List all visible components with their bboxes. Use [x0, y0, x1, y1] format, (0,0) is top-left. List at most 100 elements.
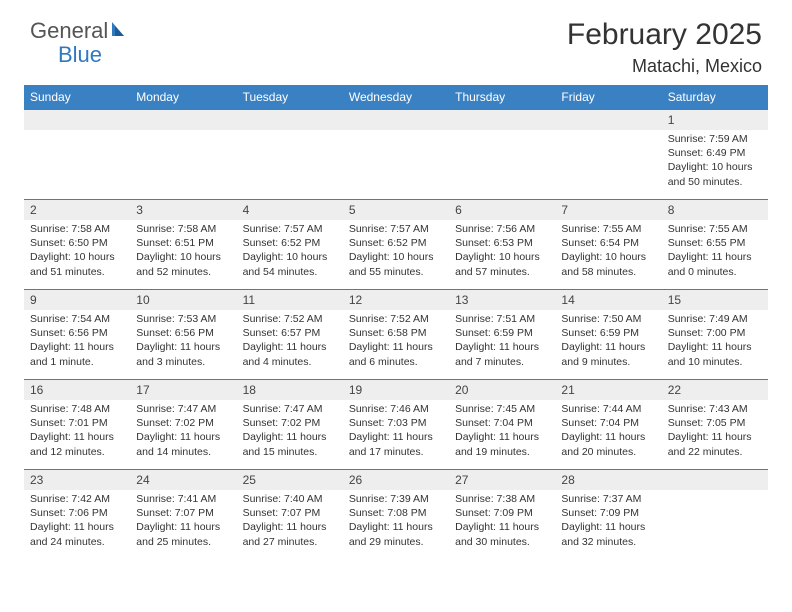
day-details: Sunrise: 7:48 AMSunset: 7:01 PMDaylight:… [24, 400, 130, 465]
calendar-day-cell: 10Sunrise: 7:53 AMSunset: 6:56 PMDayligh… [130, 290, 236, 380]
sunrise-text: Sunrise: 7:55 AM [561, 222, 655, 236]
sunset-text: Sunset: 6:58 PM [349, 326, 443, 340]
day-number: 9 [24, 290, 130, 310]
calendar-day-cell [24, 110, 130, 200]
calendar-day-cell: 27Sunrise: 7:38 AMSunset: 7:09 PMDayligh… [449, 470, 555, 560]
sunrise-text: Sunrise: 7:59 AM [668, 132, 762, 146]
sunrise-text: Sunrise: 7:58 AM [136, 222, 230, 236]
calendar-day-cell: 5Sunrise: 7:57 AMSunset: 6:52 PMDaylight… [343, 200, 449, 290]
calendar-day-cell: 23Sunrise: 7:42 AMSunset: 7:06 PMDayligh… [24, 470, 130, 560]
sunset-text: Sunset: 7:05 PM [668, 416, 762, 430]
sunset-text: Sunset: 7:03 PM [349, 416, 443, 430]
weekday-header: Tuesday [237, 85, 343, 110]
brand-logo: General [30, 18, 132, 44]
daylight-text: Daylight: 11 hours and 14 minutes. [136, 430, 230, 458]
day-details: Sunrise: 7:55 AMSunset: 6:55 PMDaylight:… [662, 220, 768, 285]
day-details: Sunrise: 7:46 AMSunset: 7:03 PMDaylight:… [343, 400, 449, 465]
day-details: Sunrise: 7:43 AMSunset: 7:05 PMDaylight:… [662, 400, 768, 465]
calendar-table: Sunday Monday Tuesday Wednesday Thursday… [24, 85, 768, 560]
sunrise-text: Sunrise: 7:55 AM [668, 222, 762, 236]
sunrise-text: Sunrise: 7:47 AM [243, 402, 337, 416]
sunset-text: Sunset: 6:50 PM [30, 236, 124, 250]
day-details: Sunrise: 7:59 AMSunset: 6:49 PMDaylight:… [662, 130, 768, 195]
logo-text-general: General [30, 18, 108, 44]
location-subtitle: Matachi, Mexico [567, 56, 762, 77]
day-number: 1 [662, 110, 768, 130]
empty-daynum [555, 110, 661, 130]
sunset-text: Sunset: 7:00 PM [668, 326, 762, 340]
sunrise-text: Sunrise: 7:41 AM [136, 492, 230, 506]
sunset-text: Sunset: 6:52 PM [243, 236, 337, 250]
sunset-text: Sunset: 6:55 PM [668, 236, 762, 250]
sunset-text: Sunset: 6:53 PM [455, 236, 549, 250]
sunset-text: Sunset: 7:08 PM [349, 506, 443, 520]
day-number: 26 [343, 470, 449, 490]
calendar-day-cell: 7Sunrise: 7:55 AMSunset: 6:54 PMDaylight… [555, 200, 661, 290]
sunrise-text: Sunrise: 7:40 AM [243, 492, 337, 506]
daylight-text: Daylight: 11 hours and 15 minutes. [243, 430, 337, 458]
day-number: 19 [343, 380, 449, 400]
day-details: Sunrise: 7:52 AMSunset: 6:58 PMDaylight:… [343, 310, 449, 375]
day-details: Sunrise: 7:50 AMSunset: 6:59 PMDaylight:… [555, 310, 661, 375]
sunrise-text: Sunrise: 7:57 AM [243, 222, 337, 236]
calendar-day-cell: 8Sunrise: 7:55 AMSunset: 6:55 PMDaylight… [662, 200, 768, 290]
calendar-day-cell: 13Sunrise: 7:51 AMSunset: 6:59 PMDayligh… [449, 290, 555, 380]
day-details: Sunrise: 7:55 AMSunset: 6:54 PMDaylight:… [555, 220, 661, 285]
day-number: 25 [237, 470, 343, 490]
day-details: Sunrise: 7:53 AMSunset: 6:56 PMDaylight:… [130, 310, 236, 375]
empty-daynum [449, 110, 555, 130]
sunrise-text: Sunrise: 7:57 AM [349, 222, 443, 236]
day-details: Sunrise: 7:47 AMSunset: 7:02 PMDaylight:… [237, 400, 343, 465]
sunset-text: Sunset: 6:54 PM [561, 236, 655, 250]
day-details: Sunrise: 7:58 AMSunset: 6:51 PMDaylight:… [130, 220, 236, 285]
sunrise-text: Sunrise: 7:45 AM [455, 402, 549, 416]
day-details: Sunrise: 7:37 AMSunset: 7:09 PMDaylight:… [555, 490, 661, 555]
weekday-header: Saturday [662, 85, 768, 110]
sunset-text: Sunset: 6:49 PM [668, 146, 762, 160]
day-details: Sunrise: 7:44 AMSunset: 7:04 PMDaylight:… [555, 400, 661, 465]
calendar-day-cell: 11Sunrise: 7:52 AMSunset: 6:57 PMDayligh… [237, 290, 343, 380]
calendar-day-cell [343, 110, 449, 200]
daylight-text: Daylight: 11 hours and 24 minutes. [30, 520, 124, 548]
daylight-text: Daylight: 10 hours and 54 minutes. [243, 250, 337, 278]
day-number: 13 [449, 290, 555, 310]
logo-sail-icon [110, 20, 130, 43]
calendar-week-row: 23Sunrise: 7:42 AMSunset: 7:06 PMDayligh… [24, 470, 768, 560]
daylight-text: Daylight: 10 hours and 52 minutes. [136, 250, 230, 278]
daylight-text: Daylight: 11 hours and 9 minutes. [561, 340, 655, 368]
logo-blue-row: Blue [30, 42, 102, 68]
calendar-day-cell: 17Sunrise: 7:47 AMSunset: 7:02 PMDayligh… [130, 380, 236, 470]
daylight-text: Daylight: 11 hours and 32 minutes. [561, 520, 655, 548]
daylight-text: Daylight: 11 hours and 1 minute. [30, 340, 124, 368]
daylight-text: Daylight: 11 hours and 0 minutes. [668, 250, 762, 278]
calendar-week-row: 2Sunrise: 7:58 AMSunset: 6:50 PMDaylight… [24, 200, 768, 290]
day-details: Sunrise: 7:56 AMSunset: 6:53 PMDaylight:… [449, 220, 555, 285]
daylight-text: Daylight: 11 hours and 27 minutes. [243, 520, 337, 548]
calendar-day-cell: 26Sunrise: 7:39 AMSunset: 7:08 PMDayligh… [343, 470, 449, 560]
day-number: 8 [662, 200, 768, 220]
calendar-day-cell: 9Sunrise: 7:54 AMSunset: 6:56 PMDaylight… [24, 290, 130, 380]
sunset-text: Sunset: 7:07 PM [136, 506, 230, 520]
day-number: 14 [555, 290, 661, 310]
daylight-text: Daylight: 11 hours and 17 minutes. [349, 430, 443, 458]
day-number: 11 [237, 290, 343, 310]
sunrise-text: Sunrise: 7:48 AM [30, 402, 124, 416]
daylight-text: Daylight: 10 hours and 51 minutes. [30, 250, 124, 278]
daylight-text: Daylight: 11 hours and 4 minutes. [243, 340, 337, 368]
sunrise-text: Sunrise: 7:58 AM [30, 222, 124, 236]
day-details: Sunrise: 7:51 AMSunset: 6:59 PMDaylight:… [449, 310, 555, 375]
day-number: 24 [130, 470, 236, 490]
calendar-day-cell: 3Sunrise: 7:58 AMSunset: 6:51 PMDaylight… [130, 200, 236, 290]
calendar-day-cell [237, 110, 343, 200]
calendar-day-cell: 19Sunrise: 7:46 AMSunset: 7:03 PMDayligh… [343, 380, 449, 470]
calendar-day-cell: 18Sunrise: 7:47 AMSunset: 7:02 PMDayligh… [237, 380, 343, 470]
daylight-text: Daylight: 11 hours and 25 minutes. [136, 520, 230, 548]
sunset-text: Sunset: 7:07 PM [243, 506, 337, 520]
calendar-week-row: 16Sunrise: 7:48 AMSunset: 7:01 PMDayligh… [24, 380, 768, 470]
sunset-text: Sunset: 7:06 PM [30, 506, 124, 520]
calendar-day-cell [555, 110, 661, 200]
sunrise-text: Sunrise: 7:54 AM [30, 312, 124, 326]
calendar-day-cell: 6Sunrise: 7:56 AMSunset: 6:53 PMDaylight… [449, 200, 555, 290]
weekday-header: Friday [555, 85, 661, 110]
calendar-day-cell: 14Sunrise: 7:50 AMSunset: 6:59 PMDayligh… [555, 290, 661, 380]
